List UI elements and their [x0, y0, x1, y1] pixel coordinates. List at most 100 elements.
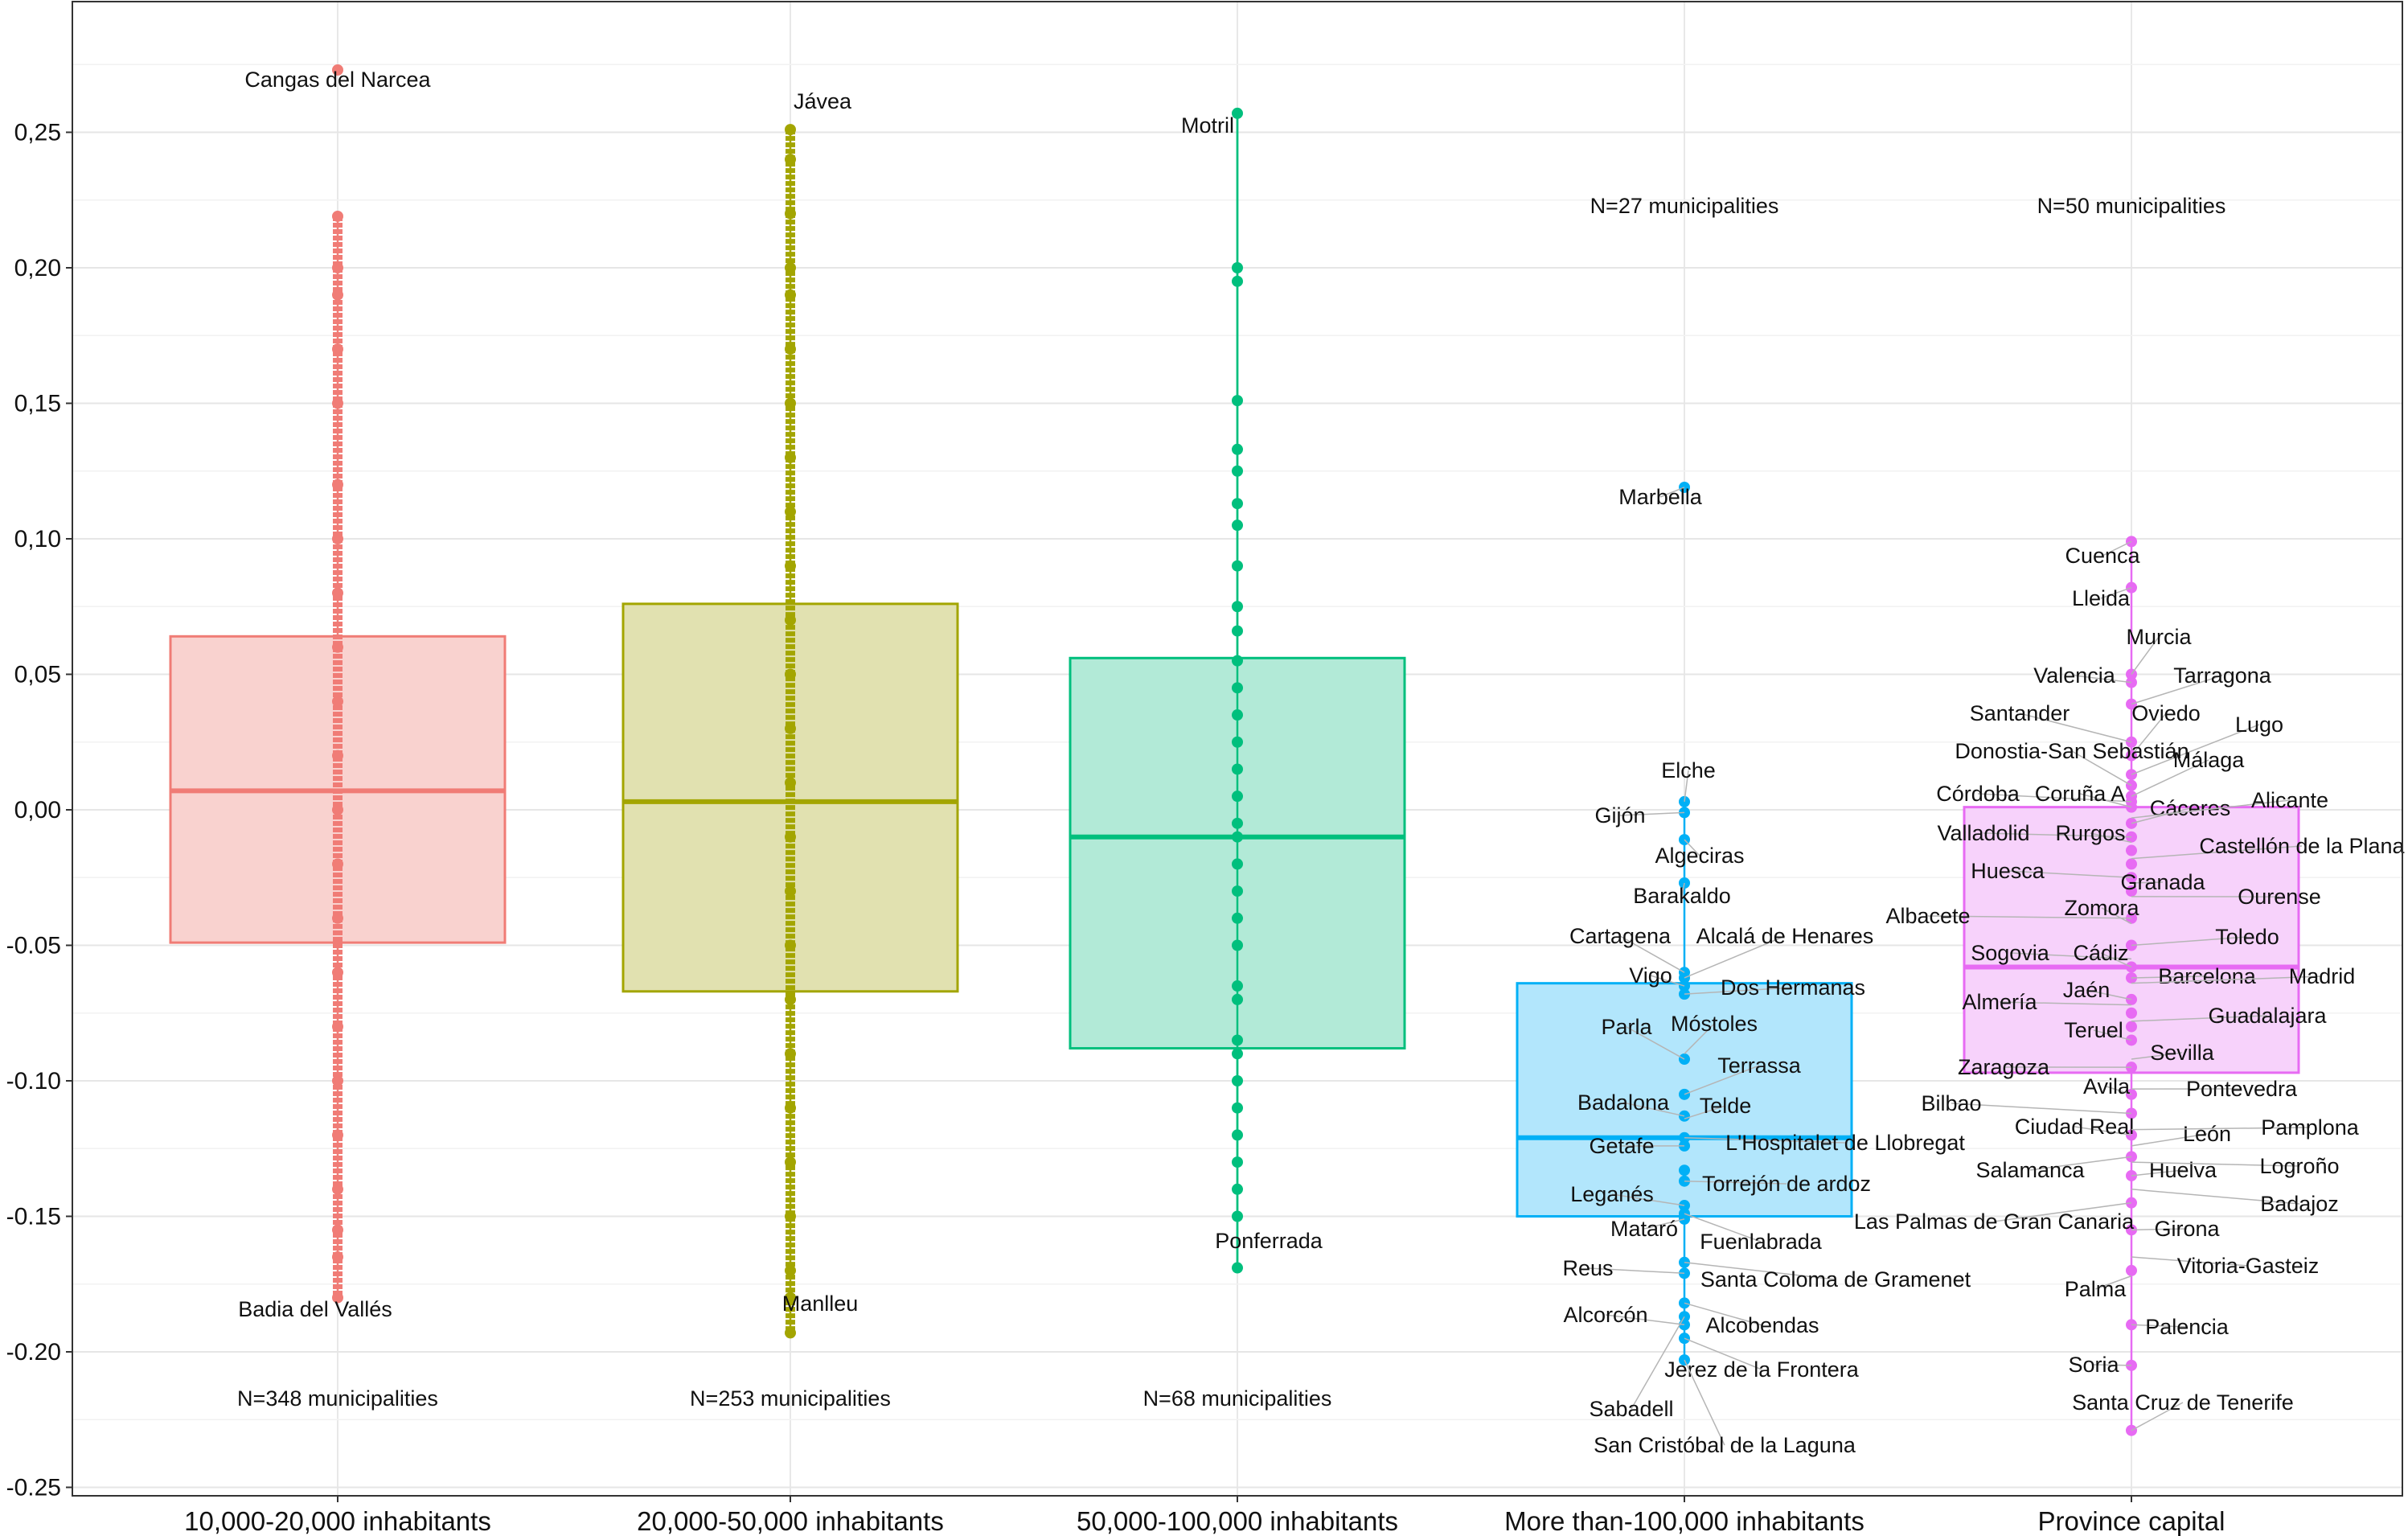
point-label: Cangas del Narcea	[244, 68, 431, 92]
data-point	[2126, 1021, 2137, 1033]
label-leader-line	[2131, 713, 2167, 757]
point-label: Badajoz	[2260, 1192, 2339, 1216]
y-tick-label: 0,10	[14, 526, 61, 552]
label-leader-line	[2086, 989, 2132, 1000]
point-label: Albacete	[1885, 904, 1970, 928]
point-label: Leganés	[1570, 1182, 1654, 1206]
x-tick-label: 20,000-50,000 inhabitants	[637, 1506, 944, 1536]
point-label: Zaragoza	[1958, 1055, 2050, 1079]
point-label: Teruel	[2064, 1018, 2123, 1042]
label-leader-line	[2131, 675, 2223, 705]
point-label: Ponferrada	[1215, 1229, 1323, 1253]
label-leader-line	[1927, 915, 2132, 919]
label-leader-line	[2131, 1324, 2188, 1328]
label-leader-line	[1619, 811, 1685, 816]
point-label: Móstoles	[1671, 1012, 1758, 1036]
sample-size-annotation: N=253 municipalities	[690, 1386, 891, 1411]
label-leader-line	[2029, 1156, 2132, 1171]
label-leader-line	[2131, 881, 2164, 884]
y-tick-label: 0,20	[14, 255, 61, 281]
point-label: Rurgos	[2055, 821, 2125, 845]
label-leader-line	[2100, 586, 2132, 599]
label-leader-line	[2131, 1402, 2184, 1431]
data-point	[2126, 1007, 2137, 1019]
point-label: Alicante	[2251, 788, 2328, 812]
label-leader-line	[2074, 1126, 2132, 1136]
point-label: Santa Coloma de Gramenet	[1700, 1267, 1971, 1292]
point-label: Salamanca	[1975, 1158, 2085, 1182]
point-label: Vigo	[1629, 963, 1672, 988]
point-label: Soria	[2068, 1353, 2119, 1377]
sample-size-annotation: N=68 municipalities	[1143, 1386, 1332, 1411]
x-tick-label: More than-100,000 inhabitants	[1504, 1506, 1864, 1536]
label-leader-line	[1684, 987, 1794, 995]
point-label: Barakaldo	[1633, 884, 1731, 908]
y-tick-label: -0.20	[6, 1339, 61, 1366]
label-leader-line	[2093, 1364, 2132, 1366]
point-label: Santa Cruz de Tenerife	[2072, 1390, 2294, 1415]
point-label: Vitoria-Gasteiz	[2177, 1254, 2320, 1278]
point-label: Pamplona	[2261, 1115, 2360, 1140]
point-label: Zomora	[2064, 896, 2139, 920]
data-point	[2126, 885, 2137, 897]
label-leader-line	[2131, 759, 2209, 797]
box-series: N=50 municipalities	[1963, 194, 2300, 1436]
sample-size-annotation: N=50 municipalities	[2037, 194, 2226, 218]
y-tick-label: -0.10	[6, 1068, 61, 1095]
label-leader-line	[1681, 882, 1685, 897]
point-label: San Cristóbal de la Laguna	[1594, 1433, 1856, 1457]
label-leader-line	[2131, 724, 2260, 775]
label-leader-line	[2079, 793, 2132, 808]
point-label: Barcelona	[2158, 964, 2257, 988]
point-label: Las Palmas de Gran Canaria	[1854, 1209, 2135, 1234]
y-tick-label: 0,15	[14, 391, 61, 417]
y-tick-label: -0.15	[6, 1204, 61, 1230]
label-leader-line	[1684, 1137, 1846, 1144]
point-label: Lugo	[2235, 713, 2283, 737]
point-label: Cádiz	[2073, 941, 2128, 965]
label-leader-line	[1684, 1065, 1760, 1095]
label-leader-line	[2019, 713, 2132, 743]
point-label: Coruña A	[2035, 782, 2126, 806]
point-label: Ciudad Real	[2015, 1115, 2135, 1139]
label-leader-line	[2131, 975, 2323, 984]
point-label: Sabadell	[1589, 1397, 1673, 1421]
data-point	[2126, 1264, 2137, 1276]
point-label: Jávea	[794, 89, 852, 113]
label-leader-line	[1684, 1213, 1762, 1242]
label-leader-line	[2071, 750, 2132, 786]
data-point	[2126, 858, 2137, 870]
point-label: Sevilla	[2150, 1041, 2215, 1065]
point-label: Cuenca	[2065, 544, 2140, 568]
point-label: Mataró	[1610, 1217, 1678, 1241]
label-leader-line	[2131, 1015, 2268, 1022]
y-tick-label: 0,25	[14, 120, 61, 146]
point-label: Lleida	[2072, 586, 2131, 610]
label-leader-line	[1684, 839, 1700, 856]
label-leader-line	[1605, 1314, 1685, 1326]
data-point	[2126, 844, 2137, 856]
x-tick-label: Province capital	[2038, 1506, 2225, 1536]
label-leader-line	[2106, 1086, 2132, 1095]
label-leader-line	[2102, 540, 2132, 556]
point-label: Terrassa	[1717, 1053, 1802, 1078]
box-series: N=68 municipalities	[1069, 107, 1406, 1411]
point-label: Palma	[2065, 1277, 2127, 1301]
point-label: León	[2183, 1122, 2231, 1146]
point-label: Alcorcón	[1563, 1303, 1647, 1327]
point-label: Guadalajara	[2208, 1004, 2327, 1028]
point-label: Sogovia	[1971, 941, 2050, 965]
point-label: Avila	[2083, 1074, 2131, 1099]
label-leader-line	[2131, 1161, 2300, 1167]
point-label: Huelva	[2149, 1158, 2217, 1182]
point-label: Torrejón de ardoz	[1702, 1172, 1871, 1196]
point-label: Toledo	[2215, 925, 2279, 949]
label-leader-line	[2131, 807, 2191, 824]
point-label: Córdoba	[1936, 782, 2020, 806]
label-leader-line	[1684, 1359, 1725, 1446]
label-leader-line	[1684, 770, 1689, 802]
label-leader-line	[2094, 1275, 2132, 1290]
label-leader-line	[2131, 1228, 2188, 1231]
label-leader-line	[1631, 1316, 1685, 1410]
